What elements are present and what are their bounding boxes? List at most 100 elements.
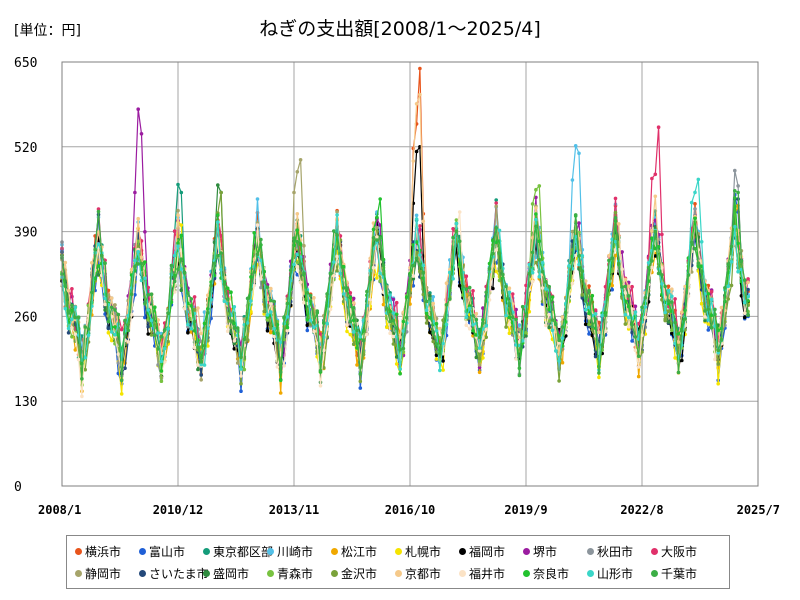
legend-label: 静岡市	[85, 566, 122, 581]
data-point	[497, 268, 502, 273]
data-point	[259, 285, 263, 290]
data-point	[593, 354, 598, 359]
data-point	[232, 339, 237, 343]
data-point	[365, 289, 369, 294]
data-point	[156, 318, 160, 322]
data-point	[666, 284, 671, 289]
data-point	[663, 318, 667, 323]
data-point	[308, 318, 313, 323]
data-point	[90, 261, 94, 265]
data-point	[573, 213, 578, 217]
data-point	[292, 236, 296, 240]
data-point	[368, 297, 373, 302]
data-point	[587, 332, 591, 336]
data-point	[404, 295, 409, 299]
data-point	[133, 264, 137, 269]
data-point	[295, 240, 300, 244]
data-point	[129, 292, 134, 297]
data-point	[414, 240, 419, 244]
data-point	[514, 317, 518, 322]
data-point	[693, 207, 697, 211]
data-point	[235, 361, 240, 365]
data-point	[693, 202, 697, 206]
data-point	[133, 190, 137, 195]
data-point	[411, 159, 416, 163]
data-point	[454, 221, 459, 226]
data-point	[686, 273, 691, 277]
data-point	[434, 357, 439, 361]
data-point	[146, 308, 150, 312]
data-point	[282, 364, 286, 368]
data-point	[305, 317, 310, 322]
data-point	[116, 352, 121, 356]
data-point	[318, 368, 323, 373]
data-point	[683, 317, 687, 321]
data-point	[388, 293, 392, 297]
data-point	[269, 301, 273, 306]
data-point	[507, 322, 512, 327]
data-point	[285, 301, 290, 306]
data-point	[693, 216, 697, 221]
data-point	[517, 335, 522, 340]
data-point	[481, 356, 485, 360]
data-point	[239, 381, 243, 386]
data-point	[630, 284, 634, 289]
data-point	[388, 312, 392, 317]
data-point	[507, 315, 512, 320]
data-point	[96, 264, 101, 268]
data-point	[76, 315, 81, 320]
x-axis-ticks: 2008/1 2010/12 2013/11 2016/10 2019/9 2022/8 2…	[38, 503, 780, 517]
data-point	[189, 297, 194, 301]
data-point	[567, 264, 571, 268]
data-point	[746, 312, 750, 317]
data-point	[222, 282, 227, 286]
data-point	[424, 321, 429, 325]
data-point	[670, 300, 674, 304]
data-point	[70, 317, 74, 322]
data-point	[408, 273, 412, 278]
data-point	[196, 306, 200, 310]
data-point	[650, 176, 654, 181]
data-point	[70, 335, 74, 339]
data-point	[729, 283, 734, 288]
data-point	[699, 240, 704, 244]
data-point	[613, 216, 618, 220]
data-point	[550, 328, 555, 333]
data-point	[557, 379, 561, 383]
data-point	[388, 309, 392, 314]
data-point	[378, 236, 383, 240]
data-point	[646, 261, 651, 265]
data-point	[109, 338, 114, 343]
data-point	[202, 363, 207, 367]
data-point	[212, 261, 217, 266]
data-point	[457, 239, 462, 244]
data-point	[428, 296, 432, 301]
data-point	[666, 320, 671, 324]
data-point	[428, 316, 432, 320]
legend-label: さいたま市	[149, 566, 209, 581]
data-point	[348, 332, 353, 337]
data-point	[245, 296, 250, 301]
data-point	[411, 284, 416, 288]
x-tick-label: 2016/10	[385, 503, 436, 517]
data-point	[355, 328, 359, 333]
data-point	[269, 286, 273, 291]
data-point	[345, 329, 349, 334]
data-point	[477, 363, 482, 367]
data-point	[166, 311, 170, 316]
data-point	[504, 284, 508, 289]
data-point	[109, 330, 114, 334]
data-point	[636, 374, 641, 379]
data-point	[192, 319, 197, 324]
data-point	[424, 308, 429, 313]
data-point	[348, 295, 353, 300]
chart-title: ねぎの支出額[2008/1～2025/4]	[259, 18, 541, 40]
data-point	[524, 283, 528, 288]
data-point	[351, 306, 356, 310]
data-point	[739, 294, 744, 298]
data-point	[547, 325, 551, 330]
data-point	[643, 296, 648, 300]
data-point	[116, 361, 121, 365]
data-point	[295, 170, 300, 174]
data-point	[136, 107, 140, 111]
